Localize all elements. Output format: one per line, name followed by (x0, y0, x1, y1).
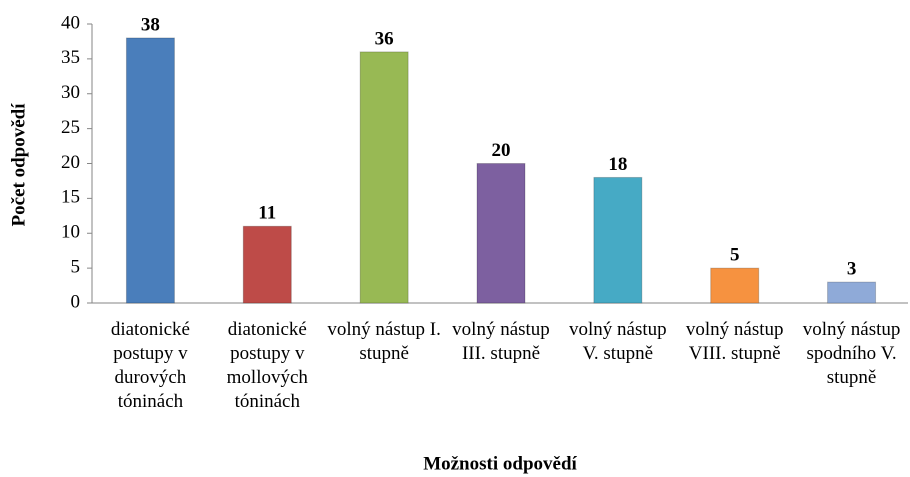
y-tick-label: 40 (61, 12, 80, 33)
value-label: 36 (375, 28, 394, 49)
value-label: 11 (258, 203, 276, 224)
y-tick-label: 15 (61, 187, 80, 208)
x-axis-label: Možnosti odpovědí (423, 453, 577, 474)
x-tick-label: volný nástup spodního V. stupně (802, 319, 901, 388)
y-tick-label: 5 (71, 256, 81, 277)
x-tick-label: volný nástup III. stupně (452, 319, 550, 364)
x-tick-label: volný nástup V. stupně (569, 319, 667, 364)
bar (710, 267, 760, 304)
y-tick-label: 0 (71, 291, 81, 312)
x-tick-label: diatonické postupy v mollových tóninách (226, 319, 308, 412)
value-label: 3 (847, 258, 857, 279)
y-axis-label: Počet odpovědí (8, 103, 29, 227)
y-tick-label: 20 (61, 152, 80, 173)
bar (125, 37, 175, 304)
y-tick-label: 25 (61, 117, 80, 138)
bar (476, 163, 526, 304)
x-tick-label: diatonické postupy v durových tóninách (110, 319, 190, 412)
bar (359, 51, 409, 304)
value-label: 20 (492, 140, 511, 161)
y-tick-label: 30 (61, 82, 80, 103)
y-tick-label: 10 (61, 222, 80, 243)
value-label: 38 (141, 14, 160, 35)
bar (593, 176, 643, 304)
bar (242, 225, 292, 304)
value-label: 18 (608, 154, 627, 175)
bar (827, 281, 877, 304)
x-tick-label: volný nástup VIII. stupně (685, 319, 784, 364)
x-tick-label: volný nástup I. stupně (327, 319, 441, 364)
y-tick-label: 35 (61, 47, 80, 68)
value-label: 5 (730, 244, 740, 265)
